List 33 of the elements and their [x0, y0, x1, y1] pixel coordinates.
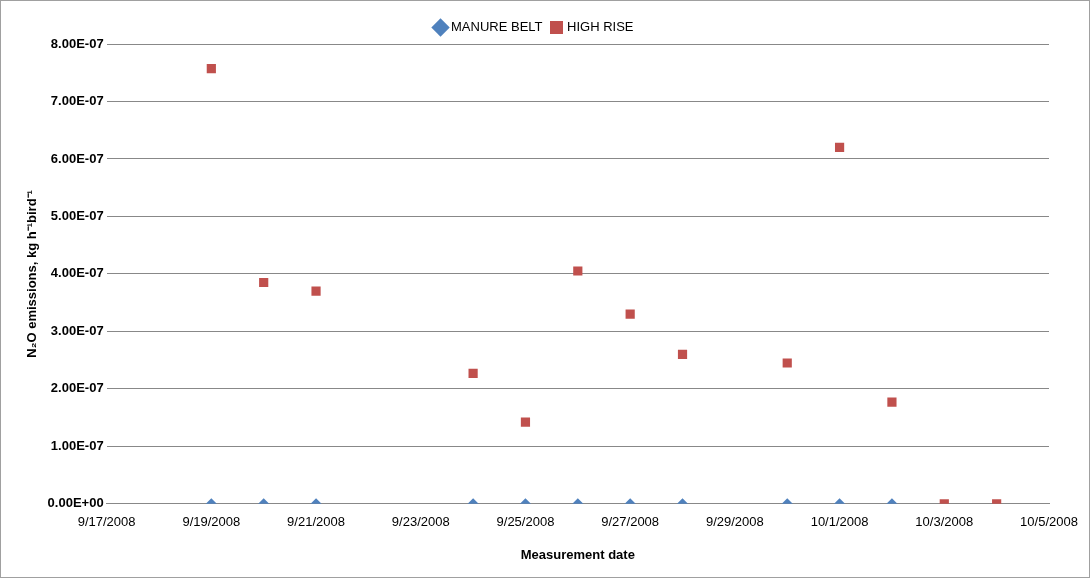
y-tick-label: 5.00E-07	[50, 208, 104, 223]
x-tick-label: 9/21/2008	[287, 514, 345, 530]
x-tick-label: 9/19/2008	[182, 514, 241, 530]
x-tick-label: 9/23/2008	[391, 514, 450, 530]
y-tick-label: 6.00E-07	[50, 150, 104, 166]
y-tick-label: 7.00E-07	[50, 93, 104, 109]
x-tick-label: 10/1/2008	[810, 514, 869, 530]
x-tick-label: 9/27/2008	[601, 514, 660, 530]
legend-label: HIGH RISE	[567, 19, 634, 35]
y-tick-label: 3.00E-07	[50, 322, 104, 338]
point	[311, 286, 321, 296]
x-tick-label: 10/3/2008	[915, 514, 974, 530]
point	[887, 397, 897, 407]
point	[625, 309, 635, 319]
y-tick-label: 2.00E-07	[50, 380, 104, 396]
x-tick-label: 9/25/2008	[496, 514, 555, 530]
x-tick-label: 10/5/2008	[1020, 514, 1078, 530]
y-tick-label: 8.00E-07	[50, 35, 104, 51]
legend-label: MANURE BELT	[451, 19, 543, 35]
point	[520, 417, 531, 427]
point	[259, 277, 269, 288]
x-tick-label: 9/29/2008	[705, 514, 764, 530]
point	[782, 358, 792, 368]
point	[677, 349, 688, 359]
point	[834, 142, 845, 153]
y-axis-title: N₂O emissions, kg h⁻¹bird⁻¹	[24, 190, 40, 358]
x-tick-label: 9/17/2008	[77, 514, 136, 530]
y-tick-label: 4.00E-07	[50, 265, 104, 281]
point	[573, 266, 583, 276]
y-tick-label: 0.00E+00	[47, 495, 104, 511]
x-axis-title: Measurement date	[520, 546, 635, 562]
point	[468, 368, 478, 378]
y-tick-label: 1.00E-07	[50, 437, 104, 453]
